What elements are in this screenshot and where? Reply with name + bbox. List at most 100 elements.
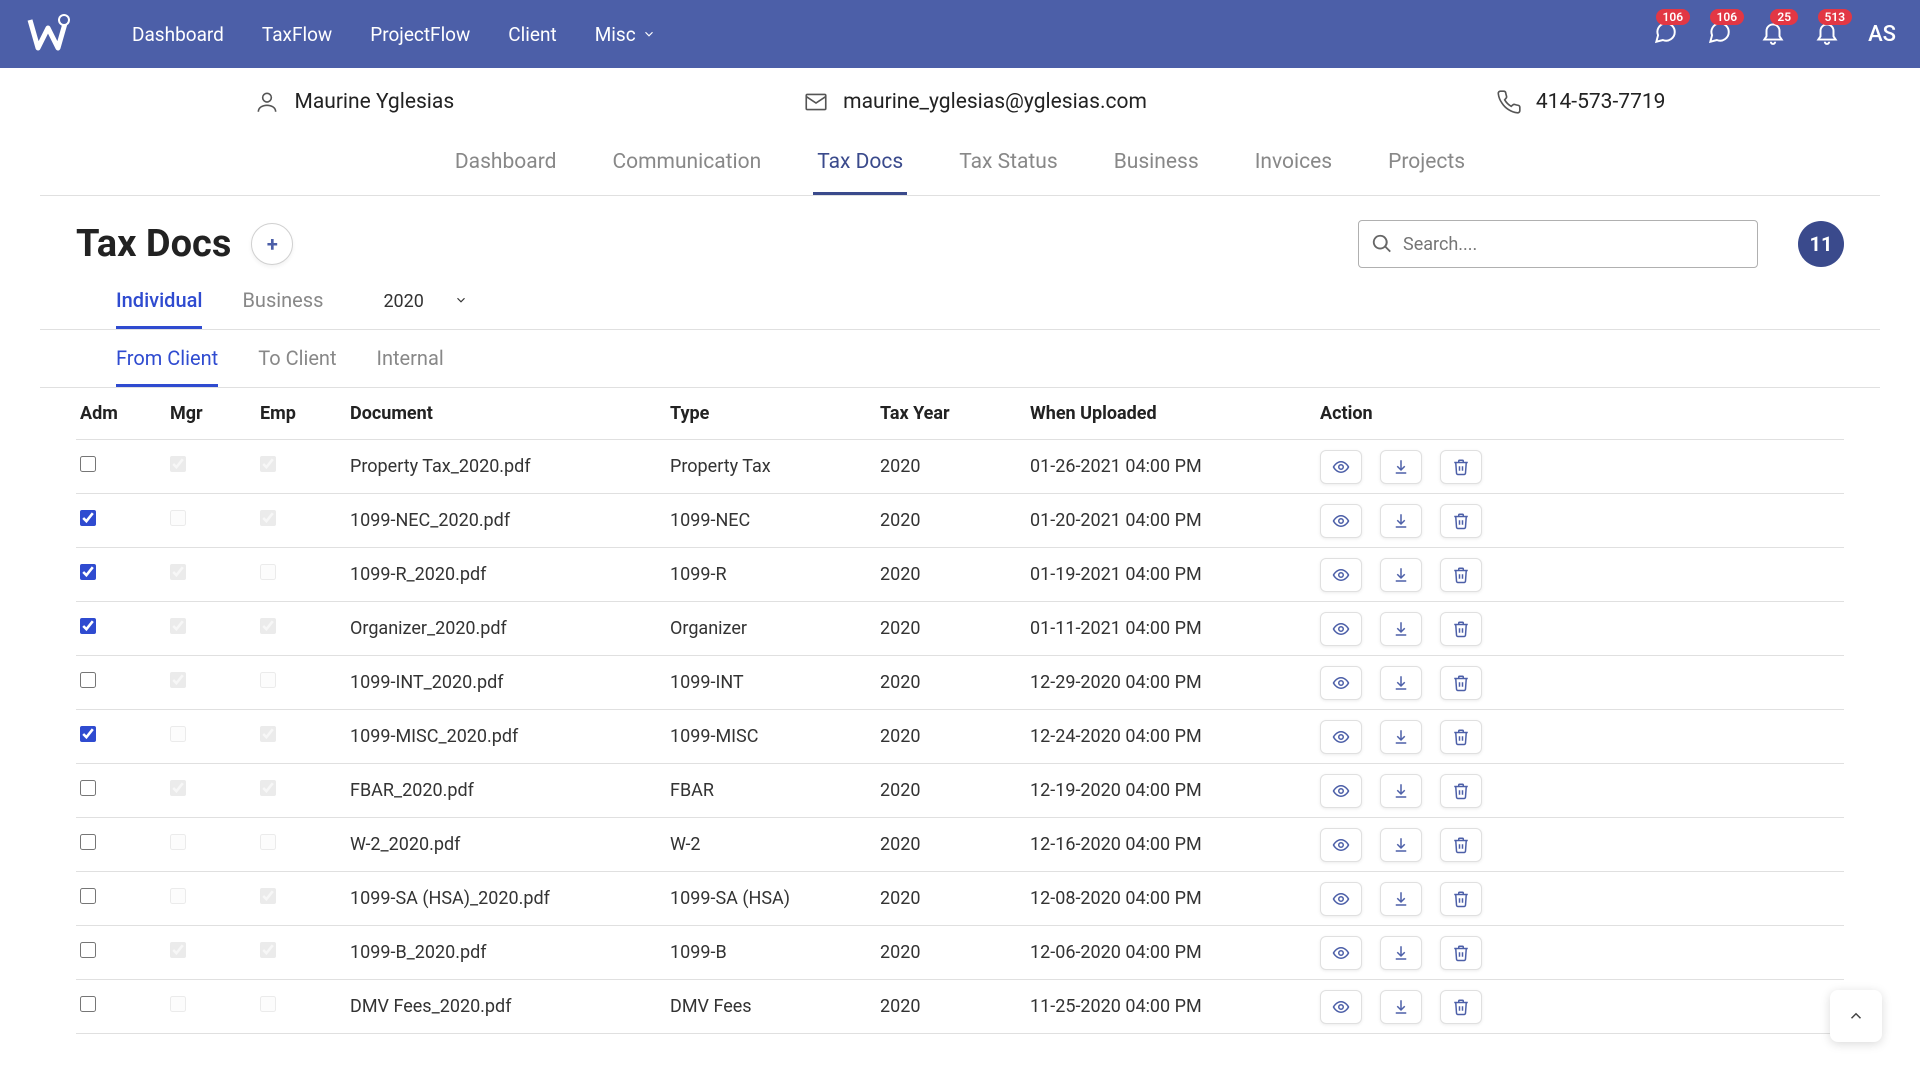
doc-name: 1099-SA (HSA)_2020.pdf: [346, 888, 666, 909]
view-button[interactable]: [1320, 666, 1362, 700]
bell-icon-1[interactable]: 25: [1760, 19, 1786, 49]
doc-type-tabs: Individual Business 2020: [40, 280, 1880, 330]
doc-uploaded: 01-26-2021 04:00 PM: [1026, 456, 1316, 477]
delete-button[interactable]: [1440, 990, 1482, 1024]
view-button[interactable]: [1320, 936, 1362, 970]
add-doc-button[interactable]: +: [251, 223, 293, 265]
download-button[interactable]: [1380, 990, 1422, 1024]
search-icon: [1371, 233, 1393, 255]
download-button[interactable]: [1380, 612, 1422, 646]
download-button[interactable]: [1380, 450, 1422, 484]
contact-email: maurine_yglesias@yglesias.com: [803, 89, 1147, 115]
delete-button[interactable]: [1440, 828, 1482, 862]
download-button[interactable]: [1380, 504, 1422, 538]
view-button[interactable]: [1320, 612, 1362, 646]
download-button[interactable]: [1380, 774, 1422, 808]
delete-button[interactable]: [1440, 774, 1482, 808]
delete-button[interactable]: [1440, 612, 1482, 646]
year-selector[interactable]: 2020: [383, 291, 467, 326]
emp-checkbox: [260, 996, 276, 1012]
subtab-tax-status[interactable]: Tax Status: [955, 136, 1061, 195]
chevron-down-icon: [642, 23, 656, 46]
search-input[interactable]: [1403, 234, 1745, 255]
doc-name: Property Tax_2020.pdf: [346, 456, 666, 477]
adm-checkbox[interactable]: [80, 942, 96, 958]
doc-year: 2020: [876, 510, 1026, 531]
doc-name: 1099-R_2020.pdf: [346, 564, 666, 585]
delete-button[interactable]: [1440, 882, 1482, 916]
doc-year: 2020: [876, 888, 1026, 909]
view-button[interactable]: [1320, 720, 1362, 754]
download-button[interactable]: [1380, 828, 1422, 862]
adm-checkbox[interactable]: [80, 510, 96, 526]
dir-tab-from-client[interactable]: From Client: [116, 346, 218, 387]
chat-icon-1[interactable]: 106: [1652, 19, 1678, 49]
nav-link-taxflow[interactable]: TaxFlow: [262, 23, 332, 46]
nav-notification-icons: 106 106 25 513 AS: [1652, 19, 1896, 49]
subtab-tax-docs[interactable]: Tax Docs: [813, 136, 907, 195]
th-emp: Emp: [256, 403, 346, 424]
view-button[interactable]: [1320, 990, 1362, 1024]
year-value: 2020: [383, 291, 423, 312]
scroll-to-top-button[interactable]: [1830, 990, 1882, 1042]
adm-checkbox[interactable]: [80, 456, 96, 472]
mgr-checkbox: [170, 780, 186, 796]
adm-checkbox[interactable]: [80, 726, 96, 742]
adm-checkbox[interactable]: [80, 996, 96, 1012]
nav-link-dashboard[interactable]: Dashboard: [132, 23, 224, 46]
emp-checkbox: [260, 672, 276, 688]
search-box[interactable]: [1358, 220, 1758, 268]
user-avatar[interactable]: AS: [1868, 22, 1896, 47]
subtab-dashboard[interactable]: Dashboard: [451, 136, 561, 195]
view-button[interactable]: [1320, 504, 1362, 538]
subtab-invoices[interactable]: Invoices: [1251, 136, 1336, 195]
download-button[interactable]: [1380, 558, 1422, 592]
table-row: W-2_2020.pdfW-2202012-16-2020 04:00 PM: [76, 818, 1844, 872]
page-title: Tax Docs: [76, 222, 231, 266]
download-button[interactable]: [1380, 720, 1422, 754]
type-tab-business[interactable]: Business: [242, 288, 323, 329]
adm-checkbox[interactable]: [80, 888, 96, 904]
bell-icon-2[interactable]: 513: [1814, 19, 1840, 49]
logo[interactable]: [24, 10, 72, 58]
adm-checkbox[interactable]: [80, 618, 96, 634]
dir-tab-to-client[interactable]: To Client: [258, 346, 336, 387]
email-icon: [803, 89, 829, 115]
download-button[interactable]: [1380, 666, 1422, 700]
nav-link-misc[interactable]: Misc: [595, 23, 656, 46]
table-row: DMV Fees_2020.pdfDMV Fees202011-25-2020 …: [76, 980, 1844, 1034]
subtab-projects[interactable]: Projects: [1384, 136, 1469, 195]
delete-button[interactable]: [1440, 450, 1482, 484]
adm-checkbox[interactable]: [80, 780, 96, 796]
view-button[interactable]: [1320, 882, 1362, 916]
view-button[interactable]: [1320, 774, 1362, 808]
nav-link-client[interactable]: Client: [508, 23, 556, 46]
doc-type: 1099-INT: [666, 672, 876, 693]
view-button[interactable]: [1320, 828, 1362, 862]
adm-checkbox[interactable]: [80, 834, 96, 850]
doc-year: 2020: [876, 618, 1026, 639]
view-button[interactable]: [1320, 450, 1362, 484]
delete-button[interactable]: [1440, 936, 1482, 970]
download-button[interactable]: [1380, 936, 1422, 970]
chat-icon-2[interactable]: 106: [1706, 19, 1732, 49]
nav-link-projectflow[interactable]: ProjectFlow: [370, 23, 470, 46]
dir-tab-internal[interactable]: Internal: [377, 346, 444, 387]
view-button[interactable]: [1320, 558, 1362, 592]
delete-button[interactable]: [1440, 720, 1482, 754]
subtab-communication[interactable]: Communication: [608, 136, 765, 195]
delete-button[interactable]: [1440, 558, 1482, 592]
nav-links: Dashboard TaxFlow ProjectFlow Client Mis…: [132, 23, 1652, 46]
doc-count-bubble[interactable]: 11: [1798, 221, 1844, 267]
delete-button[interactable]: [1440, 666, 1482, 700]
documents-table: Adm Mgr Emp Document Type Tax Year When …: [76, 388, 1844, 1034]
subtab-business[interactable]: Business: [1110, 136, 1203, 195]
type-tab-individual[interactable]: Individual: [116, 288, 202, 329]
adm-checkbox[interactable]: [80, 672, 96, 688]
doc-type: W-2: [666, 834, 876, 855]
download-button[interactable]: [1380, 882, 1422, 916]
th-action: Action: [1316, 403, 1616, 424]
delete-button[interactable]: [1440, 504, 1482, 538]
table-row: 1099-NEC_2020.pdf1099-NEC202001-20-2021 …: [76, 494, 1844, 548]
adm-checkbox[interactable]: [80, 564, 96, 580]
